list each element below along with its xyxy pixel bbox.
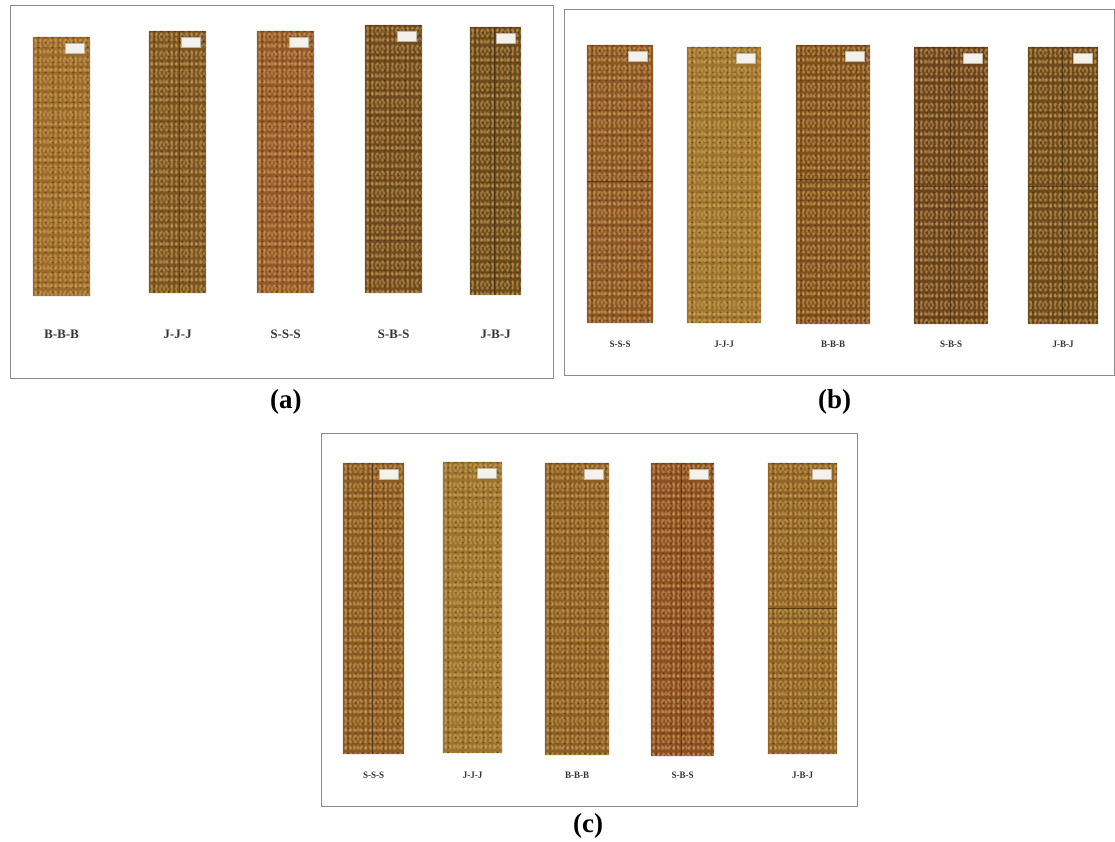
specimen-label: S-B-S [671, 770, 694, 780]
specimen-tag [65, 43, 85, 54]
specimen-tag [845, 51, 865, 62]
specimen-tag [379, 469, 399, 480]
specimen-c-2 [443, 462, 502, 753]
specimen-tag [689, 469, 709, 480]
specimen-label: B-B-B [820, 339, 845, 349]
specimen-label: B-B-B [44, 326, 79, 341]
specimen-tag [397, 31, 417, 42]
specimen-tag [812, 469, 832, 480]
specimen-c-3 [545, 463, 609, 755]
specimen-label: J-J-J [462, 770, 483, 780]
specimen-label: J-B-J [1052, 339, 1074, 349]
caption-b: (b) [818, 384, 851, 414]
specimen-label: J-J-J [714, 339, 734, 349]
specimen-tag [628, 51, 648, 62]
specimen-tag [584, 469, 604, 480]
specimen-a-2 [149, 31, 206, 293]
specimen-label: S-B-S [377, 326, 410, 341]
specimen-label: J-B-J [480, 326, 511, 341]
specimen-a-3 [257, 31, 314, 293]
panel-b: S-S-S J-J-J B-B-B S-B-S J-B-J [564, 9, 1115, 376]
specimen-b-4 [914, 47, 988, 324]
specimen-a-5 [470, 27, 521, 295]
specimen-label: S-S-S [362, 770, 384, 780]
specimen-b-3 [796, 45, 870, 324]
panel-a: B-B-B J-J-J S-S-S S-B-S J-B-J [10, 5, 554, 379]
specimen-a-1 [33, 37, 90, 296]
specimen-c-5 [768, 463, 837, 754]
specimen-c-4 [651, 463, 714, 756]
specimen-label: S-S-S [609, 339, 631, 349]
specimen-label: J-J-J [163, 326, 192, 341]
specimen-c-1 [343, 463, 404, 754]
specimen-label: S-B-S [939, 339, 962, 349]
specimen-label: S-S-S [270, 326, 301, 341]
specimen-tag [181, 37, 201, 48]
specimen-a-4 [365, 25, 422, 293]
specimen-tag [477, 468, 497, 479]
specimen-label: J-B-J [792, 770, 813, 780]
specimen-tag [736, 53, 756, 64]
specimen-tag [496, 33, 516, 44]
specimen-label: B-B-B [564, 770, 589, 780]
specimen-tag [1073, 53, 1093, 64]
caption-c: (c) [573, 808, 603, 838]
specimen-tag [289, 37, 309, 48]
caption-a: (a) [270, 384, 302, 414]
specimen-tag [963, 53, 983, 64]
specimen-b-2 [687, 47, 761, 323]
panel-c: S-S-S J-J-J B-B-B S-B-S J-B-J [321, 433, 858, 807]
specimen-b-1 [587, 45, 653, 323]
specimen-b-5 [1028, 47, 1098, 324]
